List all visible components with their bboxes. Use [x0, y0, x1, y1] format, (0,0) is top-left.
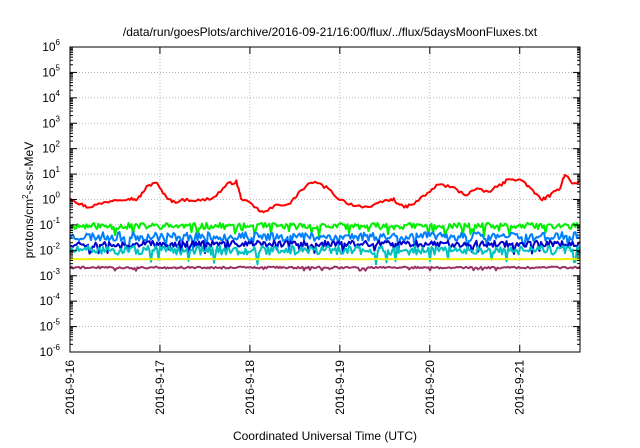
x-axis: 2016-9-16 2016-9-17 2016-9-18 2016-9-19 2016…	[63, 47, 527, 415]
series-group	[69, 174, 581, 272]
y-tick-label: 100	[42, 191, 60, 207]
y-tick-label: 104	[42, 89, 60, 105]
y-tick-label: 10-5	[40, 318, 61, 334]
x-tick-label: 2016-9-18	[243, 360, 257, 415]
series-line	[69, 257, 581, 261]
y-tick-label: 10-6	[40, 343, 61, 359]
x-axis-label: Coordinated Universal Time (UTC)	[233, 429, 417, 443]
chart-title: /data/run/goesPlots/archive/2016-09-21/1…	[123, 25, 538, 39]
x-tick-label: 2016-9-17	[153, 360, 167, 415]
y-axis-label-sup: 2	[21, 194, 30, 199]
y-tick-label: 10-3	[40, 267, 61, 283]
y-tick-label: 10-1	[40, 216, 61, 232]
y-tick-label: 102	[42, 140, 60, 156]
x-tick-label: 2016-9-19	[333, 360, 347, 415]
y-axis-label-suffix: -s-sr-MeV	[22, 142, 36, 195]
y-tick-label: 105	[42, 63, 60, 79]
y-tick-label: 106	[42, 38, 60, 54]
series-line	[69, 265, 581, 272]
series-line	[69, 221, 581, 238]
series-line	[69, 174, 581, 214]
series-line	[69, 231, 581, 253]
grid	[70, 47, 580, 352]
y-axis-label: protons/cm2-s-sr-MeV	[21, 142, 36, 258]
series-line	[69, 244, 581, 266]
y-axis: 10-6 10-5 10-4 10-3 10-2 10-1 100 101 102 103 104 1…	[40, 38, 580, 359]
y-tick-label: 10-2	[40, 241, 61, 257]
y-tick-label: 103	[42, 114, 60, 130]
y-tick-label: 101	[42, 165, 60, 181]
x-tick-label: 2016-9-20	[423, 360, 437, 415]
y-axis-label-prefix: protons/cm	[22, 199, 36, 258]
x-tick-label: 2016-9-21	[513, 360, 527, 415]
x-tick-label: 2016-9-16	[63, 360, 77, 415]
y-tick-label: 10-4	[40, 292, 61, 308]
